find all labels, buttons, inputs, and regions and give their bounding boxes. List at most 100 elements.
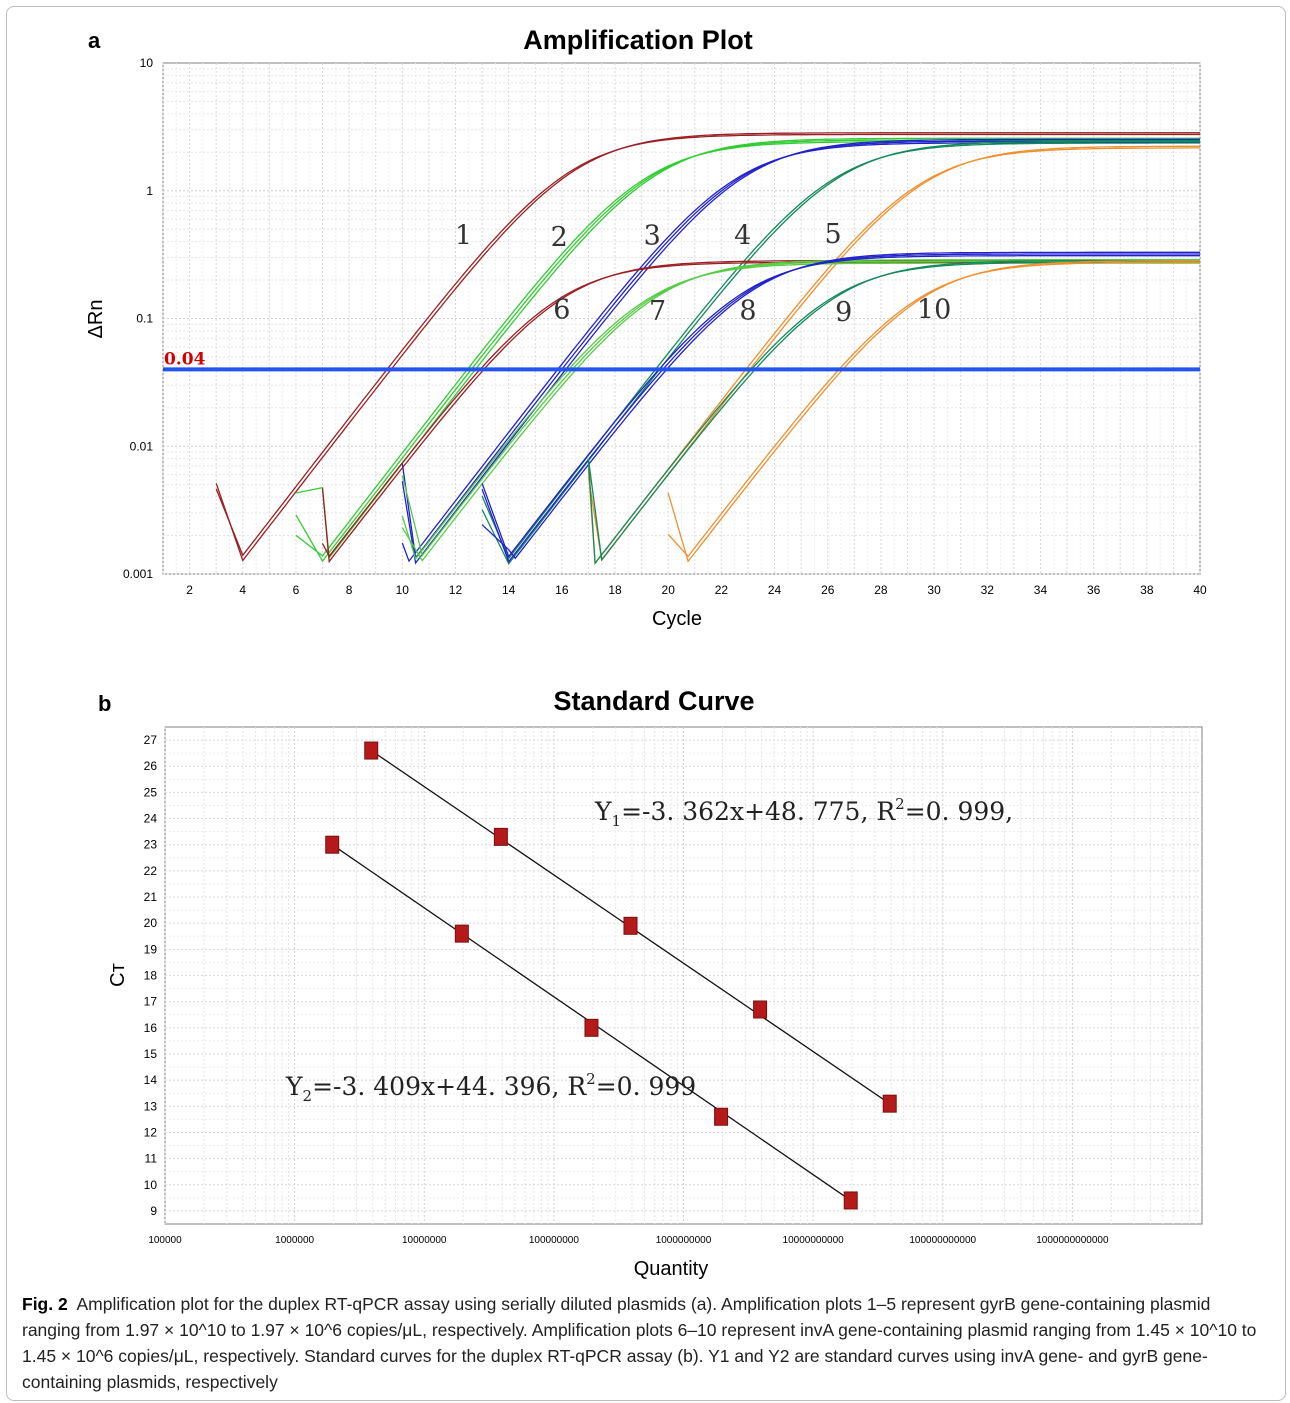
y-tick-label: 10 <box>144 1178 158 1192</box>
x-tick-label: 18 <box>608 583 622 597</box>
amplification-grid <box>162 63 1201 575</box>
y-tick-label: 1 <box>146 184 153 198</box>
amplification-curve-5 <box>587 145 1200 562</box>
x-tick-label: 24 <box>768 583 782 597</box>
equation-sup: 2 <box>586 1070 596 1088</box>
caption-label: Fig. 2 <box>22 1294 68 1314</box>
x-tick-label: 1000000000 <box>656 1235 712 1246</box>
standard-curve-plot: b Standard Curve 100000 1000000 10000000 10… <box>98 686 1203 1280</box>
standard-curve-title: Standard Curve <box>553 686 754 716</box>
x-tick-label: 16 <box>555 583 569 597</box>
x-tick-label: 2 <box>186 583 193 597</box>
x-tick-label: 26 <box>821 583 835 597</box>
equation-prefix: Y <box>594 797 612 826</box>
amplification-curve-8 <box>481 253 1200 564</box>
y-tick-label: 12 <box>144 1125 158 1139</box>
y-tick-label: 26 <box>144 759 158 773</box>
x-tick-label: 30 <box>927 583 941 597</box>
curve-label-8: 8 <box>739 296 756 327</box>
curve-label-10: 10 <box>917 295 951 326</box>
equation-tail: =0. 999 <box>596 1072 696 1101</box>
y-tick-label: 20 <box>144 916 158 930</box>
y-tick-label: 23 <box>144 838 158 852</box>
curve-label-3: 3 <box>644 220 661 251</box>
data-point-Y1 <box>882 1094 897 1113</box>
standard-curve-x-axis-label: Quantity <box>634 1258 708 1280</box>
y-tick-label: 24 <box>144 812 158 826</box>
data-point-Y1 <box>493 827 508 846</box>
figure-caption: Fig. 2 Amplification plot for the duplex… <box>22 1291 1272 1395</box>
x-tick-label: 38 <box>1140 583 1154 597</box>
equation-tail: =0. 999, <box>905 797 1013 826</box>
equation-body: =-3. 409x+44. 396, R <box>312 1072 587 1101</box>
x-tick-label: 28 <box>874 583 888 597</box>
x-tick-label: 100000000000 <box>909 1235 976 1246</box>
amplification-curve-7 <box>401 259 1200 562</box>
y-tick-label: 0.1 <box>136 312 153 326</box>
data-point-Y2 <box>325 835 340 854</box>
data-point-Y1 <box>753 1000 768 1019</box>
equation-sub: 2 <box>303 1087 313 1105</box>
x-tick-label: 10 <box>396 583 410 597</box>
amplification-y-axis-label: ΔRn <box>85 300 107 339</box>
x-tick-label: 6 <box>293 583 300 597</box>
amplification-curve-5 <box>587 147 1200 566</box>
amplification-curve-1 <box>215 132 1200 562</box>
curve-labels: 1 2 3 4 5 6 7 8 9 10 <box>455 219 951 328</box>
y-tick-label: 21 <box>144 890 158 904</box>
amplification-curve-8 <box>481 255 1200 558</box>
y-tick-label: 19 <box>144 942 158 956</box>
x-tick-label: 100000 <box>148 1235 182 1246</box>
y-tick-label: 13 <box>144 1099 158 1113</box>
y-tick-label: 18 <box>144 969 158 983</box>
amplification-curve-10 <box>667 261 1200 558</box>
figure-canvas: a Amplification Plot 2 4 6 8 10 12 14 16 18 20 22 2… <box>85 25 1207 1280</box>
y-tick-label: 15 <box>144 1047 158 1061</box>
figure-frame <box>6 6 1286 1401</box>
data-point-Y2 <box>714 1107 729 1126</box>
data-point-Y2 <box>584 1018 599 1037</box>
panel-b-letter: b <box>98 691 111 716</box>
data-point-Y2 <box>454 924 469 943</box>
x-tick-label: 20 <box>662 583 676 597</box>
y-tick-label: 0.01 <box>130 439 154 453</box>
amplification-plot: a Amplification Plot 2 4 6 8 10 12 14 16 18 20 22 2… <box>85 25 1207 630</box>
equation-body: =-3. 362x+48. 775, R <box>621 797 896 826</box>
equation-Y1: Y1=-3. 362x+48. 775, R2=0. 999, <box>594 795 1013 830</box>
y-tick-label: 11 <box>145 1152 158 1166</box>
curve-label-6: 6 <box>553 295 570 326</box>
y-tick-label: 25 <box>144 785 158 799</box>
x-tick-label: 12 <box>449 583 463 597</box>
equation-prefix: Y <box>285 1072 303 1101</box>
x-tick-label: 34 <box>1034 583 1048 597</box>
y-tick-label: 22 <box>144 864 158 878</box>
x-tick-label: 1000000000000 <box>1036 1235 1109 1246</box>
curve-label-9: 9 <box>835 297 852 328</box>
amplification-x-axis-label: Cycle <box>652 608 702 630</box>
caption-text: Amplification plot for the duplex RT-qPC… <box>22 1294 1257 1392</box>
amplification-curve-2 <box>295 137 1200 560</box>
y-tick-label: 27 <box>144 733 158 747</box>
x-tick-label: 32 <box>981 583 995 597</box>
threshold: 0.04 <box>163 349 1200 372</box>
panel-a-letter: a <box>88 28 101 53</box>
x-tick-label: 1000000 <box>275 1235 314 1246</box>
standard-curve-axis-ticks: 100000 1000000 10000000 100000000 1000000000… <box>144 733 1109 1246</box>
x-tick-label: 4 <box>239 583 246 597</box>
y-tick-label: 14 <box>144 1073 158 1087</box>
x-tick-label: 36 <box>1087 583 1101 597</box>
standard-curve-grid <box>164 727 1202 1224</box>
x-tick-label: 40 <box>1193 583 1207 597</box>
amplification-curve-9 <box>587 259 1200 562</box>
equation-sup: 2 <box>895 795 905 813</box>
y-tick-label: 17 <box>144 995 158 1009</box>
y-tick-label: 16 <box>144 1021 158 1035</box>
curve-label-2: 2 <box>551 222 568 253</box>
data-point-Y1 <box>623 916 638 935</box>
x-tick-label: 100000000 <box>529 1235 579 1246</box>
x-tick-label: 8 <box>346 583 353 597</box>
standard-curve-equations: Y1=-3. 362x+48. 775, R2=0. 999,Y2=-3. 40… <box>285 795 1013 1105</box>
y-tick-label: 9 <box>150 1204 157 1218</box>
y-tick-label: 10 <box>140 56 154 70</box>
equation-Y2: Y2=-3. 409x+44. 396, R2=0. 999 <box>285 1070 696 1105</box>
